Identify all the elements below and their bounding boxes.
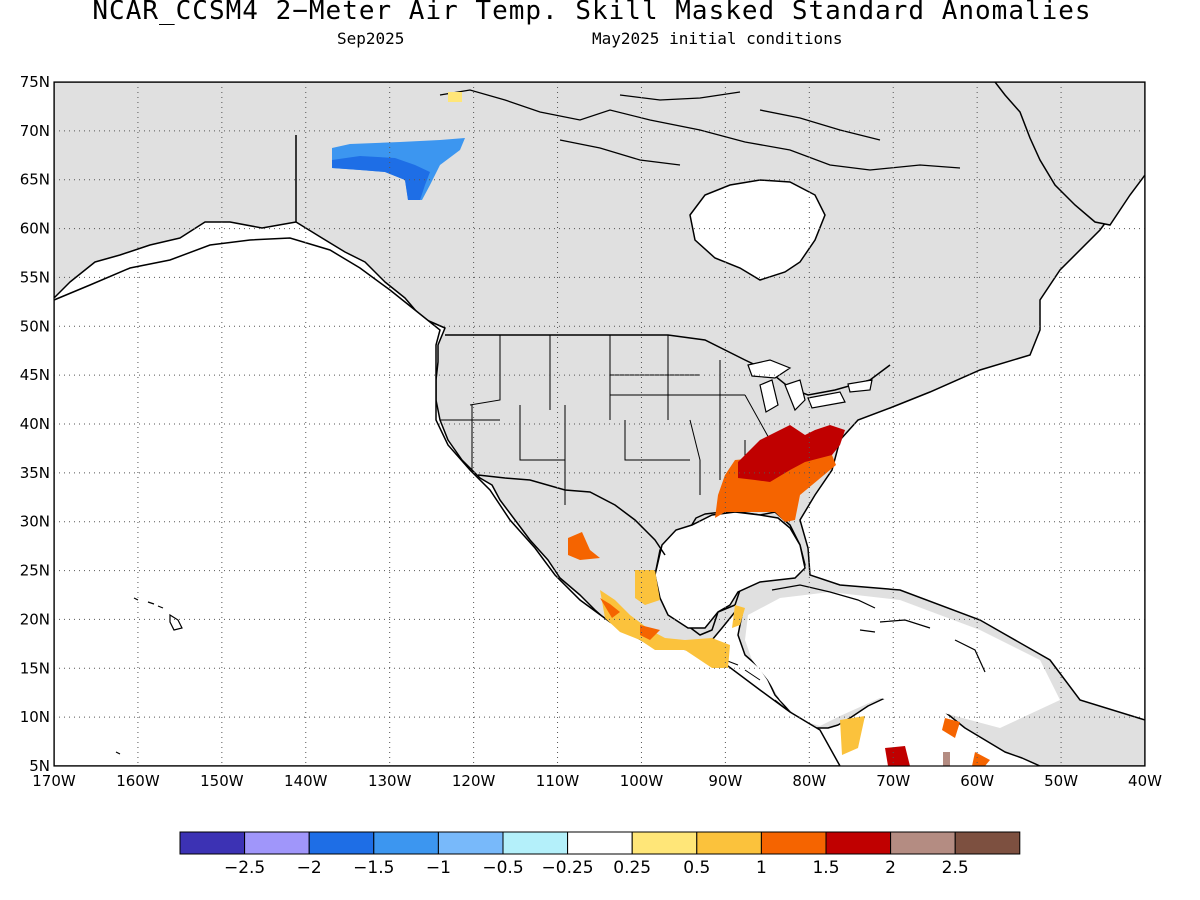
lon-tick-label: 100W	[620, 772, 664, 790]
colorbar-label: −0.5	[482, 858, 523, 878]
lon-tick-label: 160W	[116, 772, 160, 790]
lat-tick-label: 60N	[20, 220, 50, 238]
lon-tick-label: 140W	[284, 772, 328, 790]
gulf-of-alaska	[54, 237, 841, 766]
lat-tick-label: 15N	[20, 659, 50, 677]
lat-tick-label: 20N	[20, 610, 50, 628]
colorbar-swatch	[825, 831, 892, 855]
colorbar-label: −0.25	[542, 858, 594, 878]
cuba-and-antilles	[771, 584, 986, 673]
colorbar-swatch	[437, 831, 504, 855]
lat-tick-label: 30N	[20, 513, 50, 531]
lat-tick-label: 55N	[20, 268, 50, 286]
colorbar-swatch	[373, 831, 439, 855]
map-frame	[53, 81, 1146, 767]
colorbar-label: 2	[885, 858, 896, 878]
hawaii-islands	[115, 597, 183, 755]
atlantic-ocean	[799, 168, 1145, 721]
colorbar-swatch	[567, 831, 633, 855]
colorbar-swatch	[244, 831, 310, 855]
venezuela-brown-anomaly	[943, 752, 950, 766]
colorbar-swatch	[760, 831, 827, 855]
colorbar-label: 2.5	[942, 858, 969, 878]
colorbar-label: 0.5	[683, 858, 710, 878]
lon-tick-label: 150W	[200, 772, 244, 790]
latitude-ticks: 5N 10N 15N 20N 25N 30N 35N 40N 45N 50N 55N 60N 65N 70…	[20, 73, 50, 775]
lon-tick-label: 120W	[452, 772, 496, 790]
longitude-ticks: 170W 160W 150W 140W 130W 120W 110W 100W 90W 80W 70…	[32, 772, 1162, 790]
lat-tick-label: 25N	[20, 562, 50, 580]
colorbar-label: 1.5	[812, 858, 839, 878]
lon-tick-label: 80W	[792, 772, 826, 790]
graticule	[54, 82, 1145, 766]
colorbar-label: −1	[426, 858, 451, 878]
lon-tick-label: 40W	[1128, 772, 1162, 790]
arctic-warm-anomaly	[448, 92, 462, 102]
lon-tick-label: 130W	[368, 772, 412, 790]
lon-tick-label: 70W	[876, 772, 910, 790]
greenland	[994, 82, 1145, 226]
lat-tick-label: 65N	[20, 171, 50, 189]
lat-tick-label: 70N	[20, 122, 50, 140]
lon-tick-label: 110W	[536, 772, 580, 790]
hudson-bay	[689, 179, 826, 281]
colorbar-swatch	[890, 831, 956, 855]
colorbar-swatch	[696, 831, 762, 855]
lat-tick-label: 45N	[20, 366, 50, 384]
arctic-channels	[439, 89, 961, 171]
venezuela-warm-anomaly	[942, 718, 990, 766]
northwest-canada-cold-anomaly	[332, 156, 430, 200]
colorbar-swatch	[179, 831, 246, 855]
colorbar-swatch	[502, 831, 569, 855]
lat-tick-label: 40N	[20, 415, 50, 433]
map-title: NCAR_CCSM4 2−Meter Air Temp. Skill Maske…	[92, 0, 1092, 26]
map-area	[54, 82, 1145, 766]
northern-mexico-warm-anomaly	[568, 532, 660, 640]
lon-tick-label: 50W	[1044, 772, 1078, 790]
lon-tick-label: 60W	[960, 772, 994, 790]
colorbar-label: 0.25	[613, 858, 651, 878]
colorbar-label: −2	[297, 858, 322, 878]
colorbar-label: −2.5	[224, 858, 265, 878]
initial-conditions: May2025 initial conditions	[592, 29, 843, 48]
lat-tick-label: 50N	[20, 317, 50, 335]
colorbar-swatch	[308, 831, 375, 855]
lat-tick-label: 35N	[20, 464, 50, 482]
lat-tick-label: 75N	[20, 73, 50, 91]
colorbar: −2.5 −2 −1.5 −1 −0.5 −0.25 0.25 0.5 1 1.5 2 2.5	[179, 831, 1021, 878]
lon-tick-label: 170W	[32, 772, 76, 790]
colorbar-label: −1.5	[353, 858, 394, 878]
caribbean-hot-anomaly	[885, 746, 910, 766]
colorbar-swatch	[954, 831, 1021, 855]
lat-tick-label: 10N	[20, 708, 50, 726]
forecast-month: Sep2025	[337, 29, 405, 48]
lat-tick-label: 5N	[29, 757, 50, 775]
us-mexico-border	[477, 474, 666, 556]
great-lakes	[747, 359, 873, 413]
colorbar-swatch	[631, 831, 698, 855]
caribbean-sea	[745, 592, 1060, 728]
lon-tick-label: 90W	[708, 772, 742, 790]
southeast-us-hot-anomaly	[738, 425, 845, 482]
colorbar-label: 1	[756, 858, 767, 878]
